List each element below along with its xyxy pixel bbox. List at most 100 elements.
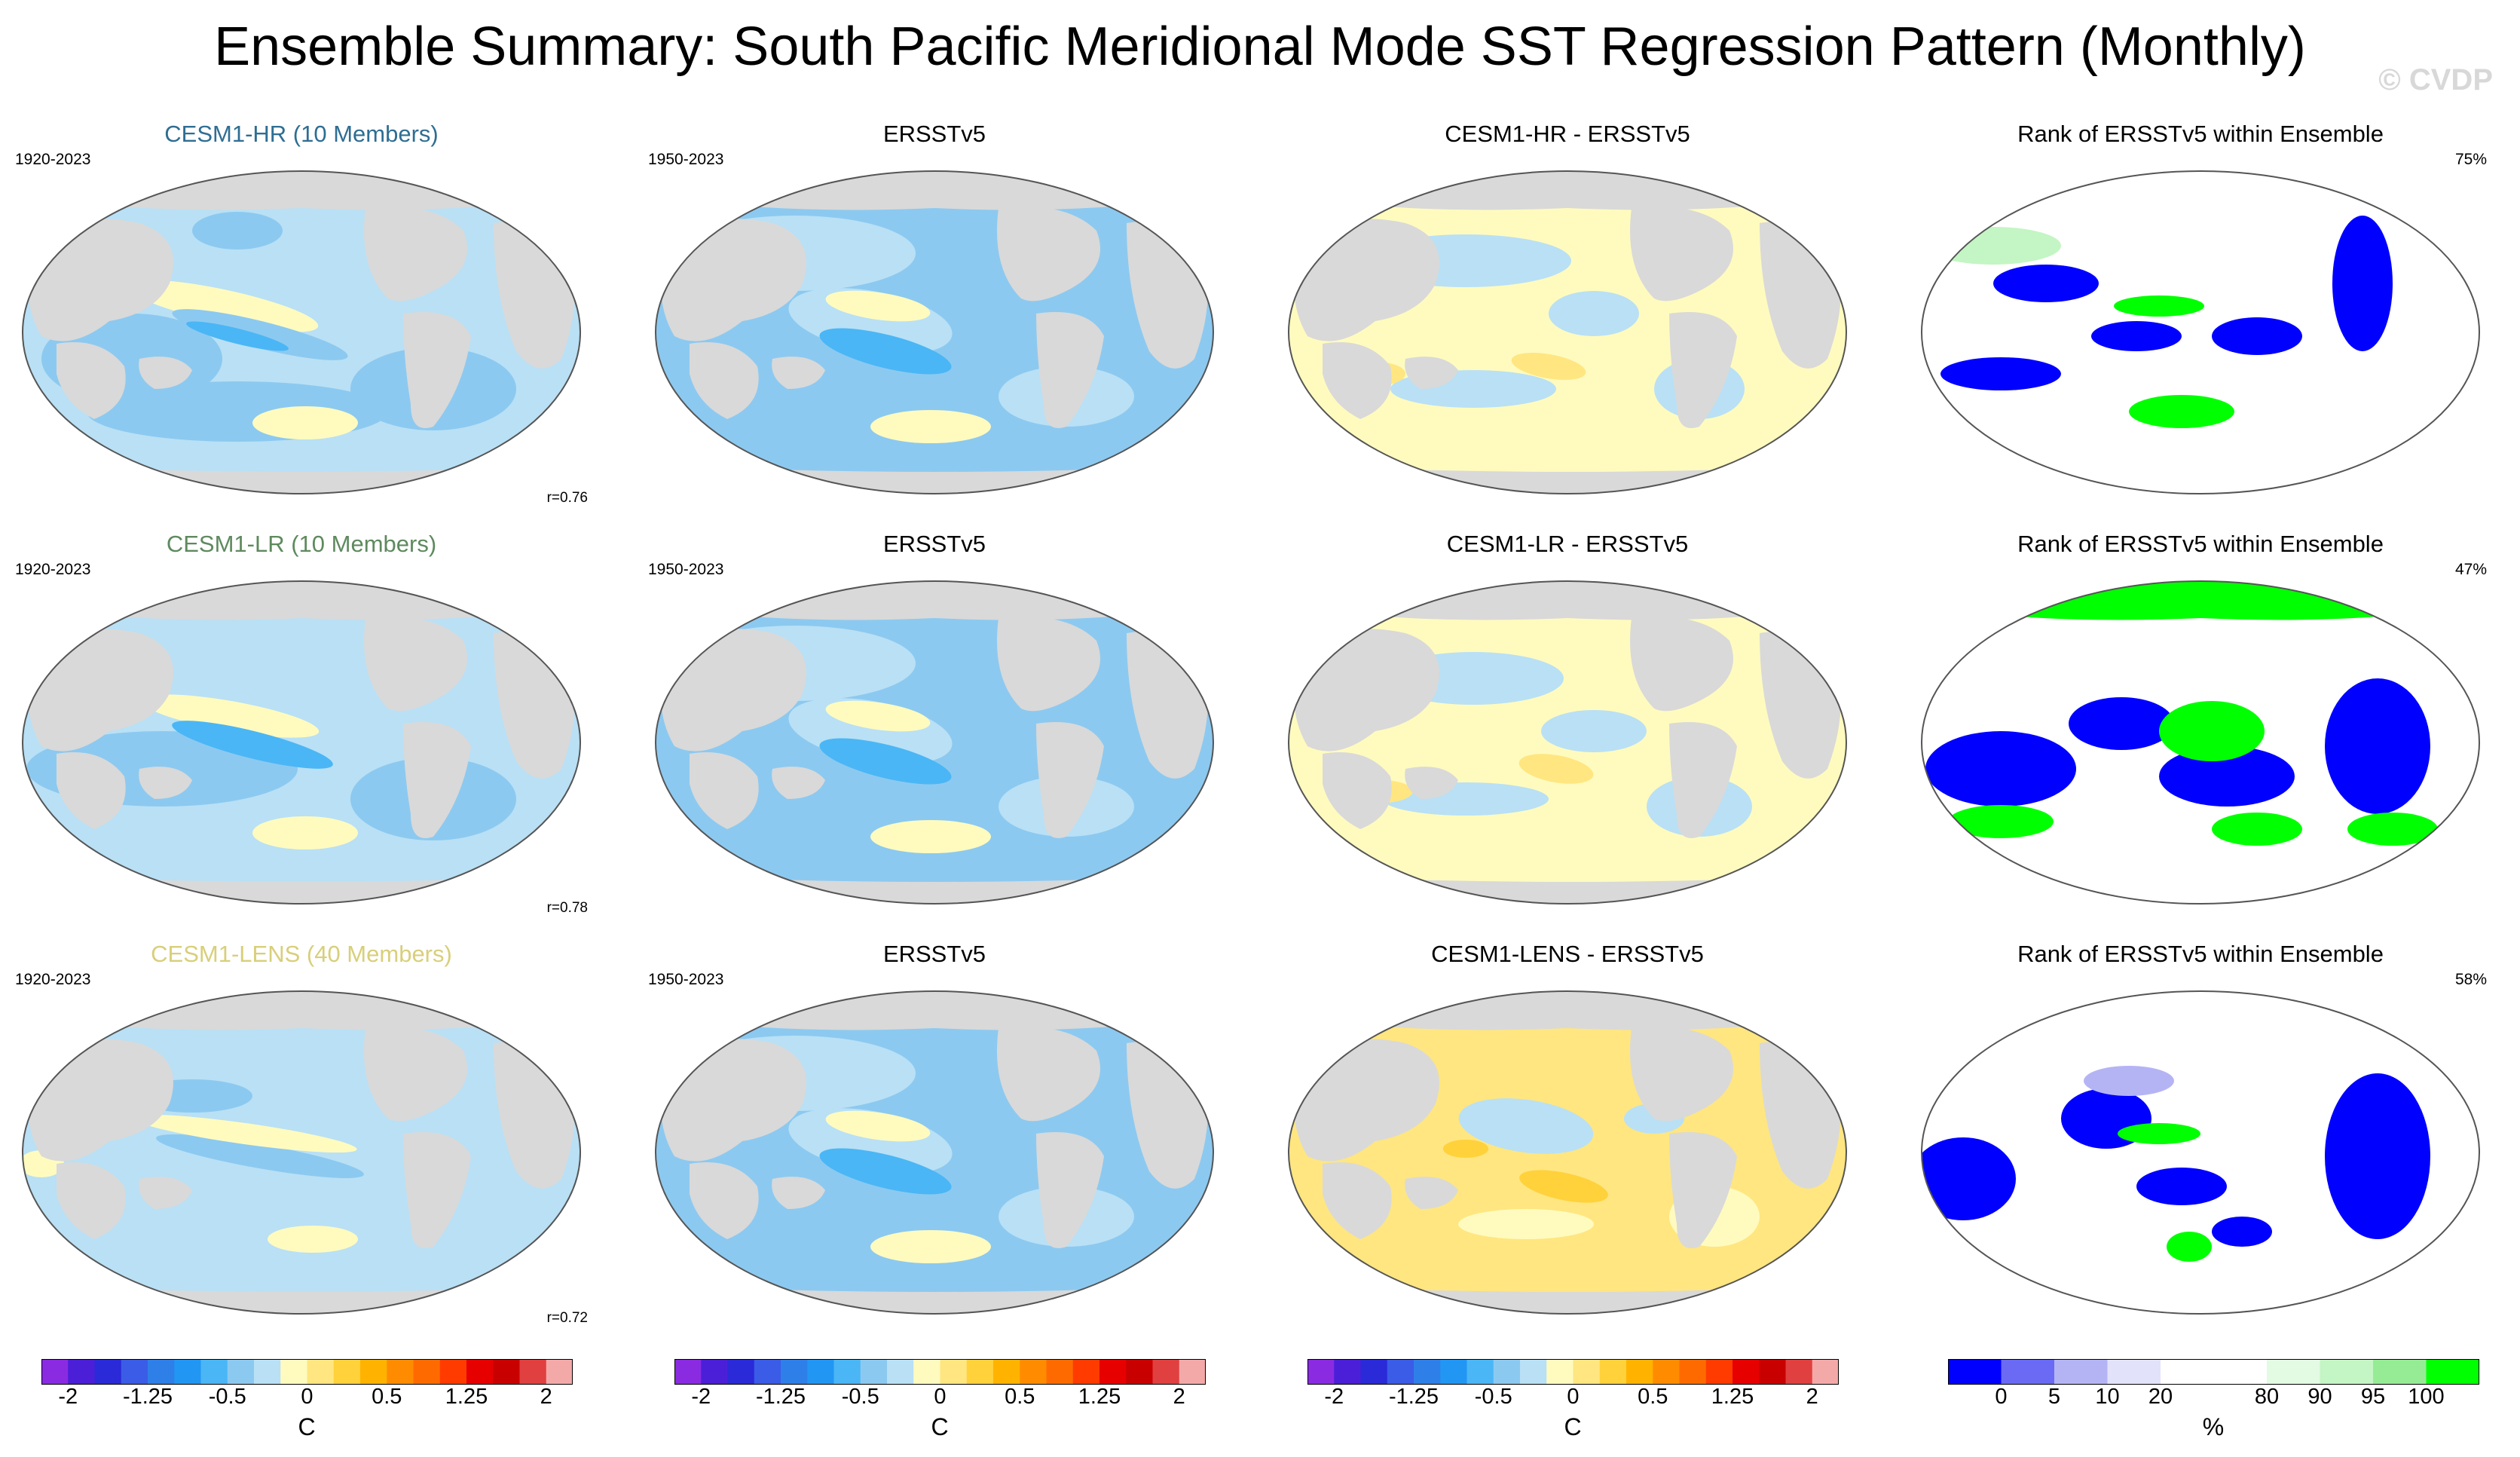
colorbar-tick-label: 1.25 xyxy=(445,1385,488,1409)
sst-colorbar-3: -2 -1.25 -0.5 0 0.5 1.25 2 C xyxy=(1307,1359,1839,1449)
panel-title: CESM1-HR (10 Members) xyxy=(164,121,439,147)
sst-map xyxy=(655,580,1214,905)
panel-title: ERSSTv5 xyxy=(882,941,986,967)
sst-diff-map xyxy=(1288,580,1847,905)
colorbar-swatch xyxy=(1573,1359,1601,1385)
period-label: 1920-2023 xyxy=(15,561,91,578)
rank-percentage: 58% xyxy=(2454,971,2487,988)
colorbar-frame xyxy=(41,1359,573,1385)
colorbar-tick-label: 5 xyxy=(2048,1385,2061,1409)
colorbar-tick-label: -2 xyxy=(58,1385,78,1409)
colorbar-swatch xyxy=(754,1359,781,1385)
colorbar-swatch xyxy=(1948,1359,2002,1385)
colorbar-swatch xyxy=(940,1359,968,1385)
colorbar-tick-label: 2 xyxy=(540,1385,552,1409)
colorbar-swatch xyxy=(41,1359,69,1385)
colorbar-swatch xyxy=(280,1359,307,1385)
colorbar-swatch xyxy=(2054,1359,2108,1385)
colorbar-swatch xyxy=(1653,1359,1680,1385)
pattern-correlation: r=0.72 xyxy=(546,1310,588,1326)
colorbar-swatch xyxy=(1334,1359,1361,1385)
sst-diff-map xyxy=(1288,990,1847,1315)
colorbar-swatch xyxy=(2373,1359,2427,1385)
colorbar-swatch xyxy=(887,1359,914,1385)
colorbar-swatch xyxy=(307,1359,335,1385)
colorbar-tick-label: -1.25 xyxy=(1388,1385,1439,1409)
colorbar-swatch xyxy=(200,1359,228,1385)
colorbar-swatch xyxy=(1626,1359,1653,1385)
colorbar-tick-label: 0 xyxy=(1567,1385,1580,1409)
colorbar-swatch xyxy=(2213,1359,2268,1385)
colorbar-swatch xyxy=(2161,1359,2214,1385)
period-label: 1950-2023 xyxy=(648,971,724,988)
colorbar-swatch xyxy=(1546,1359,1573,1385)
panel-diff-row1: CESM1-HR - ERSSTv5 xyxy=(1266,119,1869,511)
colorbar-swatch xyxy=(781,1359,808,1385)
panel-rank-row3: Rank of ERSSTv5 within Ensemble 58% xyxy=(1899,939,2502,1331)
colorbar-swatch xyxy=(1812,1359,1839,1385)
panel-title: Rank of ERSSTv5 within Ensemble xyxy=(2017,531,2384,557)
colorbar-swatch xyxy=(1493,1359,1521,1385)
colorbar-swatch xyxy=(1387,1359,1414,1385)
panel-title: CESM1-LR (10 Members) xyxy=(166,531,437,557)
colorbar-units: C xyxy=(298,1413,316,1440)
colorbar-tick-label: 0 xyxy=(934,1385,947,1409)
colorbar-swatch xyxy=(993,1359,1020,1385)
colorbar-tick-label: -2 xyxy=(1324,1385,1344,1409)
sst-colorbar-1: -2 -1.25 -0.5 0 0.5 1.25 2 C xyxy=(41,1359,573,1449)
colorbar-frame xyxy=(674,1359,1206,1385)
colorbar-tick-label: 80 xyxy=(2254,1385,2280,1409)
colorbar-tick-label: 90 xyxy=(2307,1385,2332,1409)
figure-title: Ensemble Summary: South Pacific Meridion… xyxy=(214,17,2306,77)
colorbar-swatch xyxy=(360,1359,387,1385)
panel-title: Rank of ERSSTv5 within Ensemble xyxy=(2017,941,2384,967)
colorbar-swatches xyxy=(1307,1359,1839,1385)
rank-colorbar: 0 5 10 20 80 90 95 100 % xyxy=(1948,1359,2479,1449)
colorbar-tick-label: -0.5 xyxy=(1474,1385,1512,1409)
colorbar-tick-label: 0.5 xyxy=(372,1385,402,1409)
period-label: 1920-2023 xyxy=(15,151,91,168)
panel-title: CESM1-LR - ERSSTv5 xyxy=(1446,531,1689,557)
colorbar-swatch xyxy=(413,1359,441,1385)
colorbar-swatch xyxy=(466,1359,494,1385)
colorbar-tick-label: -2 xyxy=(691,1385,711,1409)
colorbar-swatch xyxy=(1759,1359,1786,1385)
panel-title: CESM1-LENS - ERSSTv5 xyxy=(1431,941,1704,967)
colorbar-swatch xyxy=(254,1359,281,1385)
colorbar-tick-label: 95 xyxy=(2360,1385,2386,1409)
colorbar-tick-label: -0.5 xyxy=(208,1385,246,1409)
panel-title: ERSSTv5 xyxy=(882,121,986,147)
panel-obs-row2: ERSSTv5 1950-2023 xyxy=(633,529,1236,921)
colorbar-tick-label: -1.25 xyxy=(122,1385,173,1409)
colorbar-tick-label: 1.25 xyxy=(1078,1385,1121,1409)
rank-percentage: 47% xyxy=(2454,561,2487,578)
colorbar-swatch xyxy=(1020,1359,1047,1385)
colorbar-swatch xyxy=(913,1359,940,1385)
sst-map xyxy=(22,170,581,494)
panel-ensemble-row3: CESM1-LENS (40 Members) 1920-2023 r=0.72 xyxy=(0,939,603,1331)
colorbar-swatch xyxy=(546,1359,573,1385)
rank-percentage: 75% xyxy=(2454,151,2487,168)
colorbar-tick-label: 0 xyxy=(301,1385,313,1409)
colorbar-tick-label: 0.5 xyxy=(1638,1385,1668,1409)
colorbar-tick-label: 10 xyxy=(2095,1385,2120,1409)
colorbar-swatch xyxy=(1520,1359,1547,1385)
colorbar-swatch xyxy=(1152,1359,1180,1385)
colorbar-swatch xyxy=(387,1359,414,1385)
panel-obs-row3: ERSSTv5 1950-2023 xyxy=(633,939,1236,1331)
panel-title: CESM1-HR - ERSSTv5 xyxy=(1445,121,1690,147)
sst-map xyxy=(22,580,581,905)
colorbar-swatch xyxy=(2320,1359,2374,1385)
colorbar-swatch xyxy=(1440,1359,1467,1385)
colorbar-swatch xyxy=(1414,1359,1441,1385)
sst-map xyxy=(655,990,1214,1315)
colorbar-swatch xyxy=(1599,1359,1627,1385)
colorbar-swatch xyxy=(860,1359,888,1385)
colorbar-swatch xyxy=(1466,1359,1494,1385)
pattern-correlation: r=0.76 xyxy=(546,490,588,506)
panel-diff-row3: CESM1-LENS - ERSSTv5 xyxy=(1266,939,1869,1331)
period-label: 1920-2023 xyxy=(15,971,91,988)
colorbar-tick-label: -0.5 xyxy=(841,1385,879,1409)
colorbar-swatch xyxy=(94,1359,122,1385)
colorbar-swatch xyxy=(519,1359,547,1385)
